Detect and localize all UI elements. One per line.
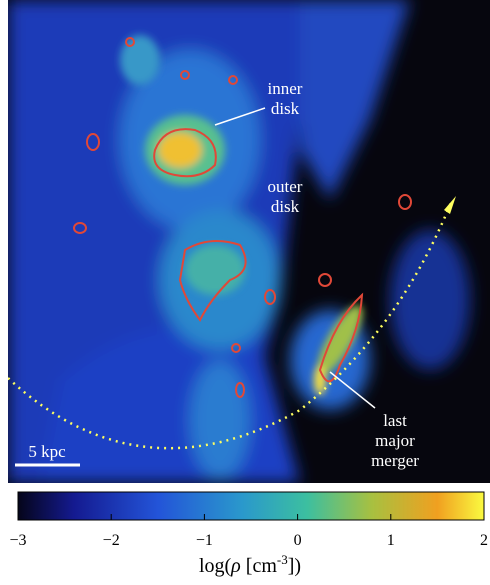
- density-map: 5 kpc: [8, 0, 490, 483]
- colorbar-label: log(ρ [cm-3]): [199, 552, 301, 577]
- tick-label: −3: [9, 532, 26, 549]
- annotation: major: [375, 431, 415, 450]
- annotation: merger: [371, 451, 419, 470]
- tick-label: −1: [196, 532, 213, 549]
- tick-label: 2: [480, 532, 488, 549]
- annotation: disk: [271, 197, 300, 216]
- annotation: outer: [268, 177, 303, 196]
- scale-bar-label: 5 kpc: [28, 442, 66, 461]
- colorbar: [18, 492, 484, 520]
- annotation: disk: [271, 99, 300, 118]
- tick-label: 0: [294, 532, 302, 549]
- annotation: inner: [268, 79, 303, 98]
- tick-label: 1: [387, 532, 395, 549]
- annotation: last: [383, 411, 407, 430]
- figure: 5 kpc innerdiskouterdisklastmajormerger …: [0, 0, 490, 585]
- tick-label: −2: [103, 532, 120, 549]
